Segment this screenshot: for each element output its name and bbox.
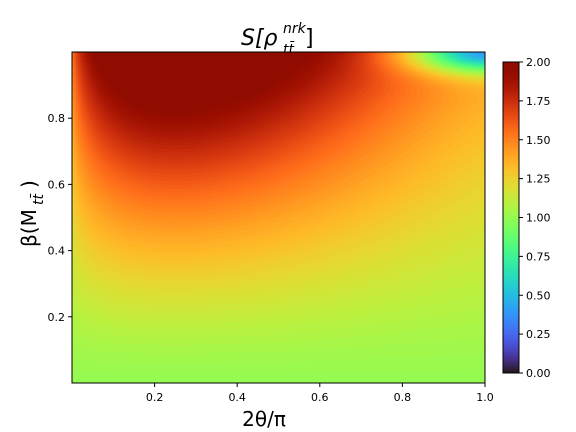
x-tick-label: 0.8 xyxy=(394,391,412,404)
heatmap-image xyxy=(72,52,485,383)
y-axis-label: β(M tt̄ ) xyxy=(17,180,47,247)
y-tick-label: 0.8 xyxy=(48,112,66,125)
y-tick-label: 0.6 xyxy=(48,178,66,191)
title-main: S[ρ xyxy=(241,26,278,51)
colorbar-tick-label: 2.00 xyxy=(526,56,551,69)
colorbar-tick-label: 0.25 xyxy=(526,328,551,341)
x-tick-label: 0.2 xyxy=(146,391,164,404)
y-tick-label: 0.4 xyxy=(48,245,66,258)
title-superscript: nrk xyxy=(283,21,307,37)
chart-title: S[ρ tt̄ nrk ] xyxy=(241,21,314,58)
colorbar-tick-label: 1.25 xyxy=(526,173,551,186)
title-close: ] xyxy=(305,26,314,51)
y-label-close: ) xyxy=(17,180,41,188)
x-tick-label: 0.4 xyxy=(228,391,246,404)
x-tick-label: 0.6 xyxy=(311,391,329,404)
plot-frame xyxy=(71,51,486,384)
x-axis: 0.2 0.4 0.6 0.8 1.0 xyxy=(146,383,494,404)
y-tick-label: 0.2 xyxy=(48,311,66,324)
x-tick-label: 1.0 xyxy=(476,391,494,404)
colorbar: 0.00 0.25 0.50 0.75 1.00 1.25 1.50 1.75 2.00 xyxy=(502,56,551,380)
colorbar-tick-label: 1.50 xyxy=(526,134,551,147)
colorbar-gradient xyxy=(503,62,519,373)
colorbar-tick-label: 1.00 xyxy=(526,212,551,225)
y-label-main: β(M xyxy=(17,209,41,247)
title-subscript: tt̄ xyxy=(283,40,295,58)
colorbar-ticks: 0.00 0.25 0.50 0.75 1.00 1.25 1.50 1.75 2.00 xyxy=(519,56,551,380)
colorbar-tick-label: 0.00 xyxy=(526,367,551,380)
colorbar-tick-label: 0.50 xyxy=(526,289,551,302)
x-axis-label: 2θ/π xyxy=(242,407,286,431)
y-label-subscript: tt̄ xyxy=(29,193,47,205)
colorbar-tick-label: 0.75 xyxy=(526,250,551,263)
heatmap-area xyxy=(71,51,486,384)
colorbar-tick-label: 1.75 xyxy=(526,95,551,108)
y-axis: 0.2 0.4 0.6 0.8 xyxy=(48,112,72,324)
